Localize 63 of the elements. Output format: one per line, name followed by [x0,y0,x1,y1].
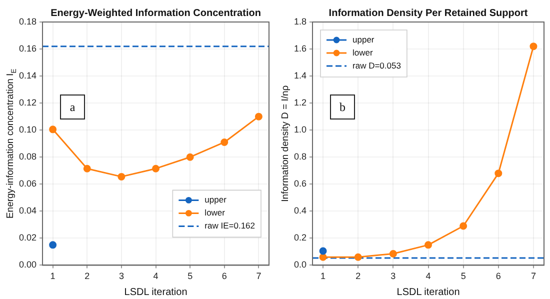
y-tick-label: 0.16 [18,44,37,54]
y-tick-label: 0.02 [18,232,37,243]
y-tick-label: 1.2 [294,98,307,108]
y-tick-label: 0.18 [18,16,37,26]
x-tick-label: 7 [256,271,262,282]
point [118,172,126,180]
point [424,241,432,249]
legend-label: upper [352,34,374,44]
point [389,250,397,258]
y-tick-label: 0.6 [294,178,307,189]
x-tick-label: 1 [50,271,56,282]
point [354,253,362,261]
annotation: a [70,100,76,114]
y-tick-label: 0.8 [294,152,307,162]
point [83,164,91,172]
x-axis-title: LSDL iteration [396,287,460,298]
point [220,138,228,146]
chart-title: Information Density Per Retained Support [328,8,528,19]
legend-label: raw IE=0.162 [204,220,256,231]
y-tick-label: 0.04 [18,206,37,216]
y-tick-label: 0.0 [294,260,307,270]
x-tick-label: 4 [426,271,431,282]
y-tick-label: 0.14 [18,70,37,81]
x-tick-label: 5 [460,271,466,282]
y-tick-label: 1.6 [294,44,307,54]
x-tick-label: 7 [530,271,536,282]
y-tick-label: 1.4 [294,70,307,81]
y-tick-label: 0.12 [18,98,37,108]
x-tick-label: 1 [320,271,326,282]
x-tick-label: 6 [222,271,227,282]
legend-label: lower [204,208,226,218]
point [49,241,57,249]
chart-title: Energy-Weighted Information Concentration [50,8,261,19]
point [49,126,57,134]
legend-label: lower [352,47,373,58]
x-tick-label: 2 [356,271,361,282]
annotation: b [340,100,346,114]
point [319,247,327,255]
x-tick-label: 5 [188,271,193,282]
point [494,170,502,178]
point [530,42,538,50]
y-tick-label: 0.2 [294,232,307,243]
y-tick-label: 0.00 [18,260,37,270]
legend-label: upper [204,194,227,205]
point [186,153,194,161]
point [152,164,160,172]
legend-label: raw D=0.053 [352,60,402,70]
x-axis-title: LSDL iteration [124,287,188,298]
point [254,112,262,120]
x-tick-label: 3 [390,271,396,282]
x-tick-label: 4 [153,271,158,282]
y-tick-label: 0.06 [18,178,37,189]
x-tick-label: 2 [84,271,90,282]
y-tick-label: 1.8 [294,16,307,26]
y-axis-title: Information density D = I/nρ [280,84,291,202]
x-tick-label: 3 [118,271,124,282]
y-tick-label: 1.0 [294,124,307,135]
point [460,222,468,230]
y-tick-label: 0.08 [18,152,37,162]
y-tick-label: 0.10 [18,124,37,135]
point [319,253,327,261]
x-tick-label: 6 [496,271,501,282]
y-tick-label: 0.4 [294,206,307,216]
